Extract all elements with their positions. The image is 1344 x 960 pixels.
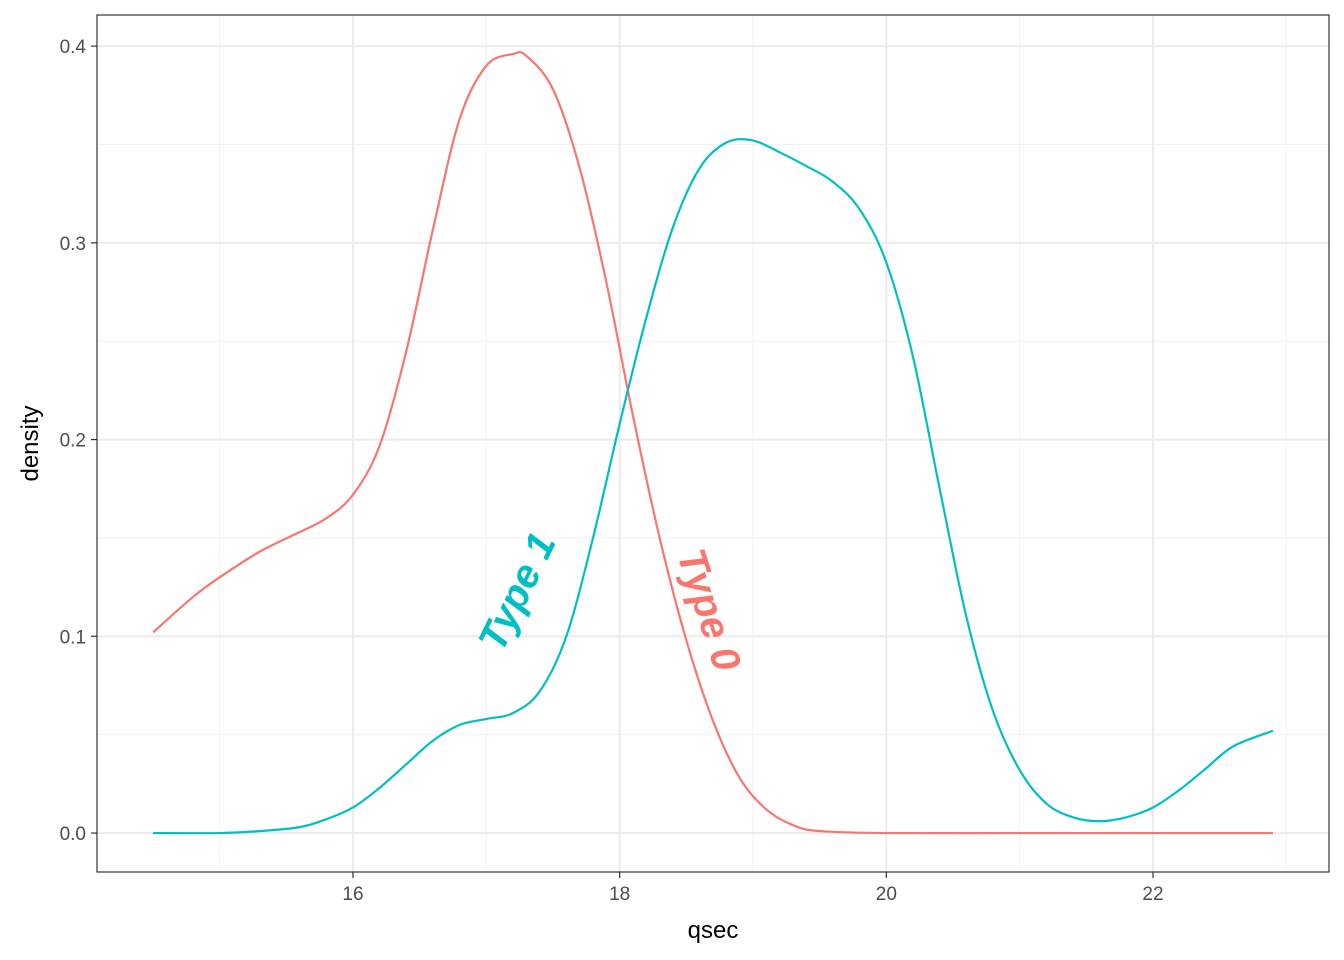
x-tick-label: 18 [609, 884, 630, 905]
y-tick-label: 0.3 [60, 234, 86, 255]
series-layer [152, 51, 1274, 835]
x-axis-title: qsec [688, 917, 739, 944]
x-tick-label: 22 [1142, 884, 1163, 905]
minor-gridlines [97, 15, 1329, 872]
major-gridlines [97, 15, 1329, 872]
y-tick-label: 0.4 [60, 37, 87, 58]
x-tick-label: 20 [876, 884, 897, 905]
y-axis-title: density [17, 405, 44, 481]
density-line-type-1 [152, 138, 1274, 835]
y-axis-ticks: 0.0 0.1 0.2 0.3 0.4 [60, 37, 97, 845]
y-tick-label: 0.2 [60, 431, 86, 452]
y-tick-label: 0.0 [60, 824, 86, 845]
density-line-type-0 [152, 51, 1273, 835]
y-tick-label: 0.1 [60, 627, 86, 648]
x-axis-ticks: 16 18 20 22 [342, 872, 1164, 905]
x-tick-label: 16 [342, 884, 363, 905]
panel-border [96, 14, 1330, 873]
